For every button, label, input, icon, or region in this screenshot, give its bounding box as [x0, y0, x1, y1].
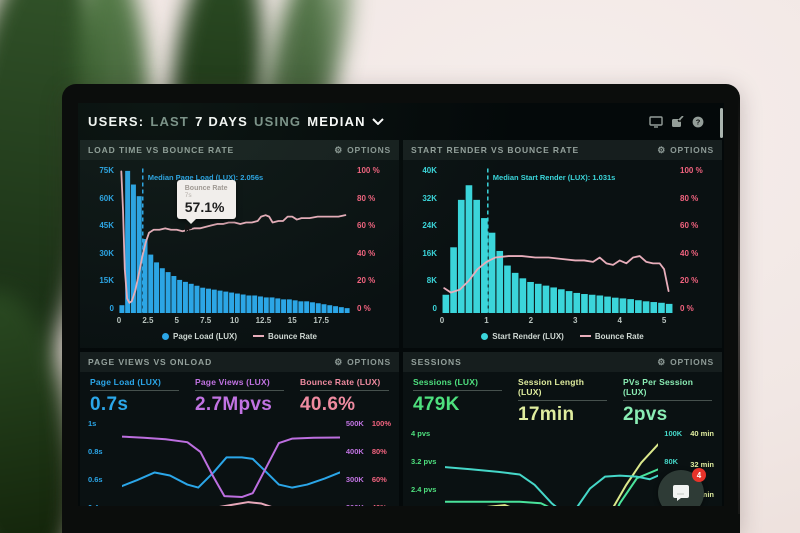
users-label: USERS:	[88, 114, 145, 129]
start-render-chart-plot[interactable]: Median Start Render (LUX): 1.031s	[442, 167, 673, 313]
panel-title: START RENDER VS BOUNCE RATE	[411, 145, 580, 155]
panel-title: SESSIONS	[411, 357, 462, 367]
panel-grid: LOAD TIME VS BOUNCE RATE ⚙ OPTIONS 75K 60…	[80, 140, 722, 506]
chevron-down-icon	[371, 118, 384, 125]
y-axis-right: 100 % 80 % 60 % 40 % 20 % 0 %	[357, 166, 380, 313]
panel-load-time-header: LOAD TIME VS BOUNCE RATE ⚙ OPTIONS	[80, 140, 399, 160]
dashboard-screen: USERS: LAST 7 DAYS USING MEDIAN	[78, 103, 724, 506]
dashboard-header: USERS: LAST 7 DAYS USING MEDIAN	[78, 103, 724, 140]
gear-icon: ⚙	[334, 356, 344, 367]
median-label: MEDIAN	[307, 114, 366, 129]
metric-label: Sessions (LUX)	[413, 377, 479, 387]
options-label: OPTIONS	[670, 145, 714, 155]
mini-axis-bounce: 100%80%60%40%	[371, 419, 391, 506]
legend-line-icon	[579, 335, 591, 337]
metric-value: 17min	[518, 404, 575, 425]
page-views-mini-chart[interactable]	[122, 418, 340, 506]
metric-label: Page Views (LUX)	[195, 377, 270, 387]
tooltip-sub: 7s	[184, 192, 192, 200]
svg-text:?: ?	[696, 117, 701, 126]
metric-row: Sessions (LUX) 479K Session Length (LUX)…	[403, 372, 722, 426]
panel-page-views: PAGE VIEWS VS ONLOAD ⚙ OPTIONS Page Load…	[80, 352, 399, 506]
last-label: LAST	[150, 114, 190, 129]
y-axis-left: 40K 32K 24K 16K 8K 0	[422, 166, 437, 313]
gear-icon: ⚙	[657, 356, 667, 367]
options-label: OPTIONS	[347, 145, 391, 155]
display-icon[interactable]	[649, 115, 663, 128]
panel-start-render-header: START RENDER VS BOUNCE RATE ⚙ OPTIONS	[403, 140, 722, 160]
panel-title: PAGE VIEWS VS ONLOAD	[88, 357, 213, 367]
help-icon[interactable]: ?	[692, 116, 704, 128]
metric-label: Session Length (LUX)	[518, 377, 585, 397]
metric-row: Page Load (LUX) 0.7s Page Views (LUX) 2.…	[80, 372, 399, 416]
options-label: OPTIONS	[670, 357, 714, 367]
days-label: 7 DAYS	[195, 114, 249, 129]
cursor-icon	[184, 223, 193, 235]
load-time-chart-plot[interactable]: Median Page Load (LUX): 2.056s Bounce Ra…	[119, 167, 350, 313]
chat-badge: 4	[692, 468, 706, 482]
metric-value: 479K	[413, 394, 460, 415]
using-label: USING	[254, 114, 302, 129]
panel-title: LOAD TIME VS BOUNCE RATE	[88, 145, 235, 155]
median-start-render-label: Median Start Render (LUX): 1.031s	[492, 173, 616, 182]
scrollbar[interactable]	[720, 108, 723, 138]
metric-label: PVs Per Session (LUX)	[623, 377, 694, 397]
gear-icon: ⚙	[334, 144, 344, 155]
options-button[interactable]: ⚙ OPTIONS	[334, 145, 391, 155]
metric-value: 2.7Mpvs	[195, 394, 273, 415]
median-page-load-label: Median Page Load (LUX): 2.056s	[147, 173, 264, 182]
sessions-mini-chart[interactable]	[445, 428, 658, 506]
y-axis-right: 100 % 80 % 60 % 40 % 20 % 0 %	[680, 166, 703, 313]
metric-value: 40.6%	[300, 394, 356, 415]
users-range-dropdown[interactable]: USERS: LAST 7 DAYS USING MEDIAN	[88, 114, 384, 129]
laptop-bezel: USERS: LAST 7 DAYS USING MEDIAN	[62, 84, 740, 533]
share-icon[interactable]	[671, 115, 684, 128]
metric-label: Page Load (LUX)	[90, 377, 162, 387]
y-axis-left: 75K 60K 45K 30K 15K 0	[99, 166, 114, 313]
load-time-chart	[119, 167, 350, 313]
legend-line-label: Bounce Rate	[594, 332, 644, 341]
panel-start-render: START RENDER VS BOUNCE RATE ⚙ OPTIONS 40…	[403, 140, 722, 348]
metric-value: 2pvs	[623, 404, 668, 425]
panel-sessions-header: SESSIONS ⚙ OPTIONS	[403, 352, 722, 372]
legend-dot-icon	[162, 333, 170, 340]
gear-icon: ⚙	[657, 144, 667, 155]
chat-widget-button[interactable]: 4	[658, 468, 706, 506]
x-axis: 0 2.5 5 7.5 10 12.5 15 17.5	[116, 316, 329, 325]
panel-page-views-header: PAGE VIEWS VS ONLOAD ⚙ OPTIONS	[80, 352, 399, 372]
legend-dot-icon	[481, 333, 489, 340]
tooltip-value: 57.1%	[184, 199, 225, 216]
start-render-chart	[442, 167, 673, 313]
legend: Page Load (LUX) Bounce Rate	[80, 332, 399, 341]
bezel-highlight	[738, 94, 740, 514]
metric-sessions: Sessions (LUX) 479K	[413, 377, 502, 426]
chat-bubble-icon	[673, 485, 689, 501]
mini-axis-left: 1s0.8s0.6s0.4s	[88, 419, 103, 506]
options-label: OPTIONS	[347, 357, 391, 367]
panel-load-time: LOAD TIME VS BOUNCE RATE ⚙ OPTIONS 75K 60…	[80, 140, 399, 348]
metric-pvs-per-session: PVs Per Session (LUX) 2pvs	[623, 377, 712, 426]
options-button[interactable]: ⚙ OPTIONS	[657, 357, 714, 367]
mini-axis-views: 500K400K300K200K	[345, 419, 364, 506]
metric-bounce-rate: Bounce Rate (LUX) 40.6%	[300, 377, 389, 416]
legend-bars-label: Page Load (LUX)	[173, 332, 238, 341]
legend-line-label: Bounce Rate	[268, 332, 317, 341]
tooltip-title: Bounce Rate	[184, 185, 228, 193]
legend-line-icon	[253, 335, 265, 337]
metric-value: 0.7s	[90, 394, 129, 415]
metric-page-views: Page Views (LUX) 2.7Mpvs	[195, 377, 284, 416]
legend-bars-label: Start Render (LUX)	[492, 332, 564, 341]
metric-label: Bounce Rate (LUX)	[300, 377, 381, 387]
options-button[interactable]: ⚙ OPTIONS	[657, 145, 714, 155]
metric-page-load: Page Load (LUX) 0.7s	[90, 377, 179, 416]
metric-session-length: Session Length (LUX) 17min	[518, 377, 607, 426]
bounce-rate-tooltip: Bounce Rate 7s 57.1%	[176, 180, 236, 235]
page-views-mini-chart-row: 1s0.8s0.6s0.4s 500K400K300K200K 100%80%6…	[80, 416, 399, 506]
legend: Start Render (LUX) Bounce Rate	[403, 332, 722, 341]
options-button[interactable]: ⚙ OPTIONS	[334, 357, 391, 367]
